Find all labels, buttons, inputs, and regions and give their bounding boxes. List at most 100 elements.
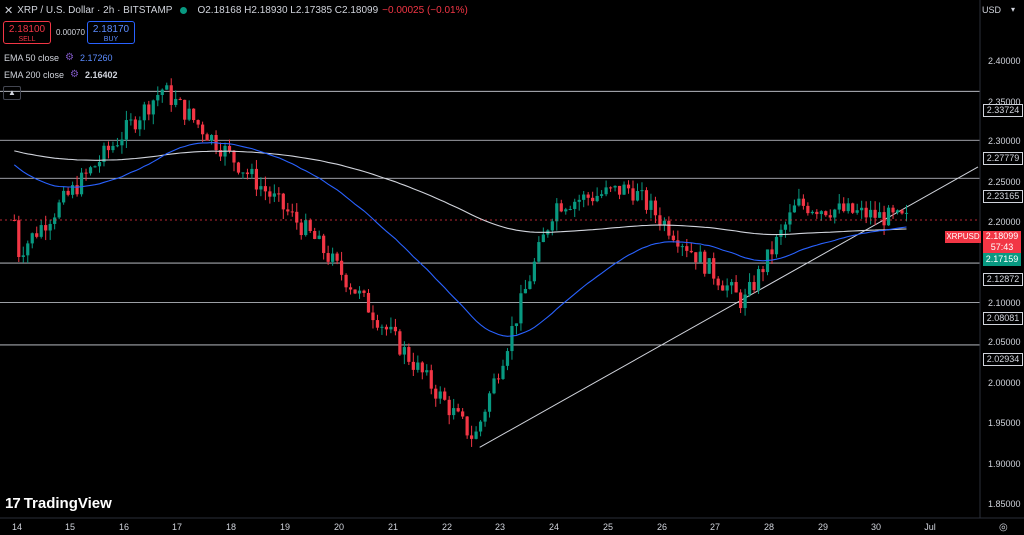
candle-body: [66, 190, 70, 195]
candle-body: [398, 331, 402, 355]
candle-body: [595, 195, 599, 202]
candle-body: [322, 235, 326, 254]
candle-body: [371, 312, 375, 321]
ema50-line: [13, 142, 907, 337]
candle-body: [730, 282, 734, 286]
sell-price: 2.18100: [8, 24, 46, 35]
buy-button[interactable]: 2.18170 BUY: [87, 21, 135, 44]
ema50-label: EMA 50 close: [4, 52, 60, 63]
tradingview-logo[interactable]: 17 TradingView: [5, 495, 112, 512]
candle-body: [429, 370, 433, 389]
gear-icon[interactable]: ◎: [999, 522, 1008, 533]
candle-body: [788, 212, 792, 225]
candle-body: [456, 408, 460, 412]
ema50-legend[interactable]: EMA 50 close ⚙ 2.17260: [4, 52, 113, 63]
candle-body: [734, 282, 738, 293]
candle-body: [739, 292, 743, 309]
ema200-legend[interactable]: EMA 200 close ⚙ 2.16402: [4, 69, 118, 80]
candle-body: [882, 212, 886, 226]
candle-body: [514, 323, 519, 327]
candle-body: [577, 199, 581, 202]
candle-body: [227, 145, 232, 151]
x-tick: 19: [279, 522, 291, 532]
candle-body: [201, 124, 205, 135]
candle-body: [17, 220, 21, 258]
candle-body: [326, 253, 330, 262]
chevron-up-icon[interactable]: ▲: [3, 86, 21, 100]
candle-body: [299, 222, 303, 236]
candle-body: [308, 220, 312, 231]
x-tick: 18: [225, 522, 237, 532]
candle-body: [653, 200, 658, 216]
candle-body: [443, 391, 447, 400]
candle-body: [721, 285, 725, 291]
x-tick: 23: [494, 522, 506, 532]
x-tick: 17: [171, 522, 183, 532]
candle-body: [169, 85, 173, 105]
candle-body: [617, 185, 622, 195]
candle-body: [39, 225, 43, 237]
ema200-value: 2.16402: [85, 69, 118, 80]
candle-body: [133, 119, 137, 130]
candle-body: [810, 211, 814, 214]
ema200-label: EMA 200 close: [4, 69, 65, 80]
candle-body: [779, 229, 783, 237]
x-tick: 22: [441, 522, 453, 532]
sell-button[interactable]: 2.18100 SELL: [3, 21, 51, 44]
candle-body: [591, 197, 595, 202]
candle-body: [84, 172, 88, 174]
candle-body: [88, 167, 93, 174]
level-tag: 2.33724: [983, 104, 1023, 117]
candle-body: [649, 200, 653, 210]
candle-body: [707, 258, 711, 274]
y-tick: 2.10000: [988, 298, 1021, 308]
candle-body: [716, 278, 720, 286]
candle-body: [138, 120, 142, 130]
candle-body: [860, 207, 864, 211]
candle-body: [115, 145, 120, 147]
candle-body: [97, 162, 102, 167]
candle-body: [662, 220, 666, 225]
candle-body: [165, 85, 169, 90]
x-tick: 24: [548, 522, 560, 532]
candle-body: [375, 320, 380, 328]
x-tick: 15: [64, 522, 76, 532]
candle-body: [837, 203, 841, 210]
candle-body: [268, 191, 272, 197]
candle-body: [380, 326, 384, 328]
candle-body: [209, 135, 214, 141]
candle-body: [532, 261, 536, 282]
candle-body: [774, 236, 779, 255]
candle-body: [537, 242, 541, 262]
candle-body: [703, 251, 707, 274]
candle-body: [75, 185, 79, 195]
candle-body: [407, 347, 411, 362]
candle-body: [420, 362, 424, 373]
currency-selector[interactable]: USD: [982, 5, 1002, 15]
level-tag: 2.23165: [983, 190, 1023, 203]
chevron-down-icon[interactable]: ▾: [1011, 5, 1016, 14]
candle-body: [541, 234, 545, 243]
candle-body: [411, 361, 415, 370]
candle-body: [501, 365, 505, 379]
settings-icon[interactable]: ⚙: [70, 69, 80, 80]
level-tag: 2.02934: [983, 353, 1023, 366]
candle-body: [824, 211, 828, 216]
candle-body: [815, 211, 819, 215]
settings-icon[interactable]: ⚙: [65, 52, 74, 63]
candle-body: [685, 246, 689, 251]
close-icon[interactable]: ✕: [4, 4, 14, 17]
candle-body: [801, 198, 805, 206]
candle-body: [348, 287, 353, 290]
x-tick: Jul: [924, 522, 936, 532]
candle-body: [559, 203, 563, 212]
candle-body: [658, 215, 662, 225]
candle-body: [62, 190, 66, 203]
candle-body: [465, 416, 469, 436]
candle-body: [783, 224, 788, 230]
candle-body: [183, 99, 187, 120]
symbol-title[interactable]: XRP / U.S. Dollar · 2h · BITSTAMP: [17, 4, 173, 16]
candle-body: [263, 186, 267, 192]
candle-body: [317, 235, 321, 239]
